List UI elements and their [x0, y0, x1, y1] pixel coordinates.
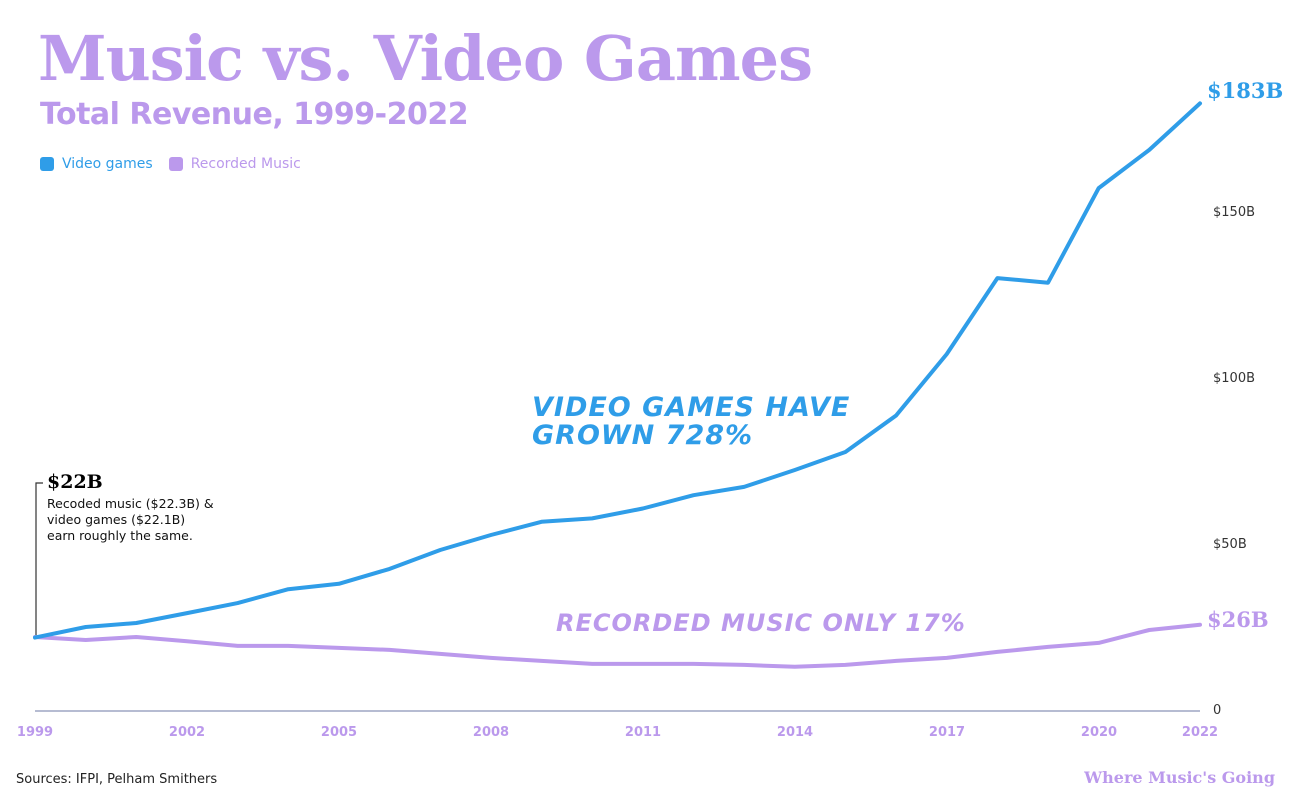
video-games-end-label: $183B	[1207, 78, 1284, 103]
video-games-callout: Video Games have grown 728%	[532, 392, 851, 452]
y-tick-150: $150B	[1213, 205, 1256, 220]
chart-title: Music vs. Video Games	[38, 22, 813, 95]
start-annotation: $22B Recoded music ($22.3B) & video game…	[47, 473, 217, 544]
legend: Video games Recorded Music	[40, 156, 309, 172]
x-tick-2014: 2014	[776, 725, 814, 740]
x-tick-2002: 2002	[168, 725, 206, 740]
brand-logo: Where Music's Going	[1084, 768, 1275, 787]
x-tick-2008: 2008	[472, 725, 510, 740]
video-games-swatch-icon	[40, 157, 54, 171]
recorded-music-swatch-icon	[168, 157, 183, 171]
x-tick-2005: 2005	[320, 725, 358, 740]
y-tick-50: $50B	[1213, 537, 1247, 552]
annotation-text: Recoded music ($22.3B) & video games ($2…	[47, 496, 214, 543]
x-tick-2022: 2022	[1181, 725, 1219, 740]
legend-label-video-games: Video games	[62, 156, 153, 172]
legend-label-recorded-music: Recorded Music	[190, 156, 301, 172]
x-tick-2017: 2017	[928, 725, 966, 740]
y-tick-100: $100B	[1213, 371, 1256, 386]
chart-subtitle: Total Revenue, 1999-2022	[40, 97, 469, 132]
video-games-line	[33, 101, 1202, 640]
legend-item-recorded-music: Recorded Music	[168, 156, 301, 172]
y-tick-0: 0	[1213, 703, 1222, 718]
sources-note: Sources: IFPI, Pelham Smithers	[16, 772, 218, 787]
x-tick-2020: 2020	[1080, 725, 1118, 740]
x-tick-2011: 2011	[624, 725, 662, 740]
annotation-value: $22B	[47, 471, 103, 493]
recorded-music-callout: recorded music only 17%	[556, 609, 966, 637]
recorded-music-end-label: $26B	[1207, 607, 1269, 632]
annotation-bracket	[35, 482, 43, 636]
x-tick-1999: 1999	[16, 725, 54, 740]
recorded-music-line	[33, 622, 1202, 669]
legend-item-video-games: Video games	[40, 156, 153, 172]
